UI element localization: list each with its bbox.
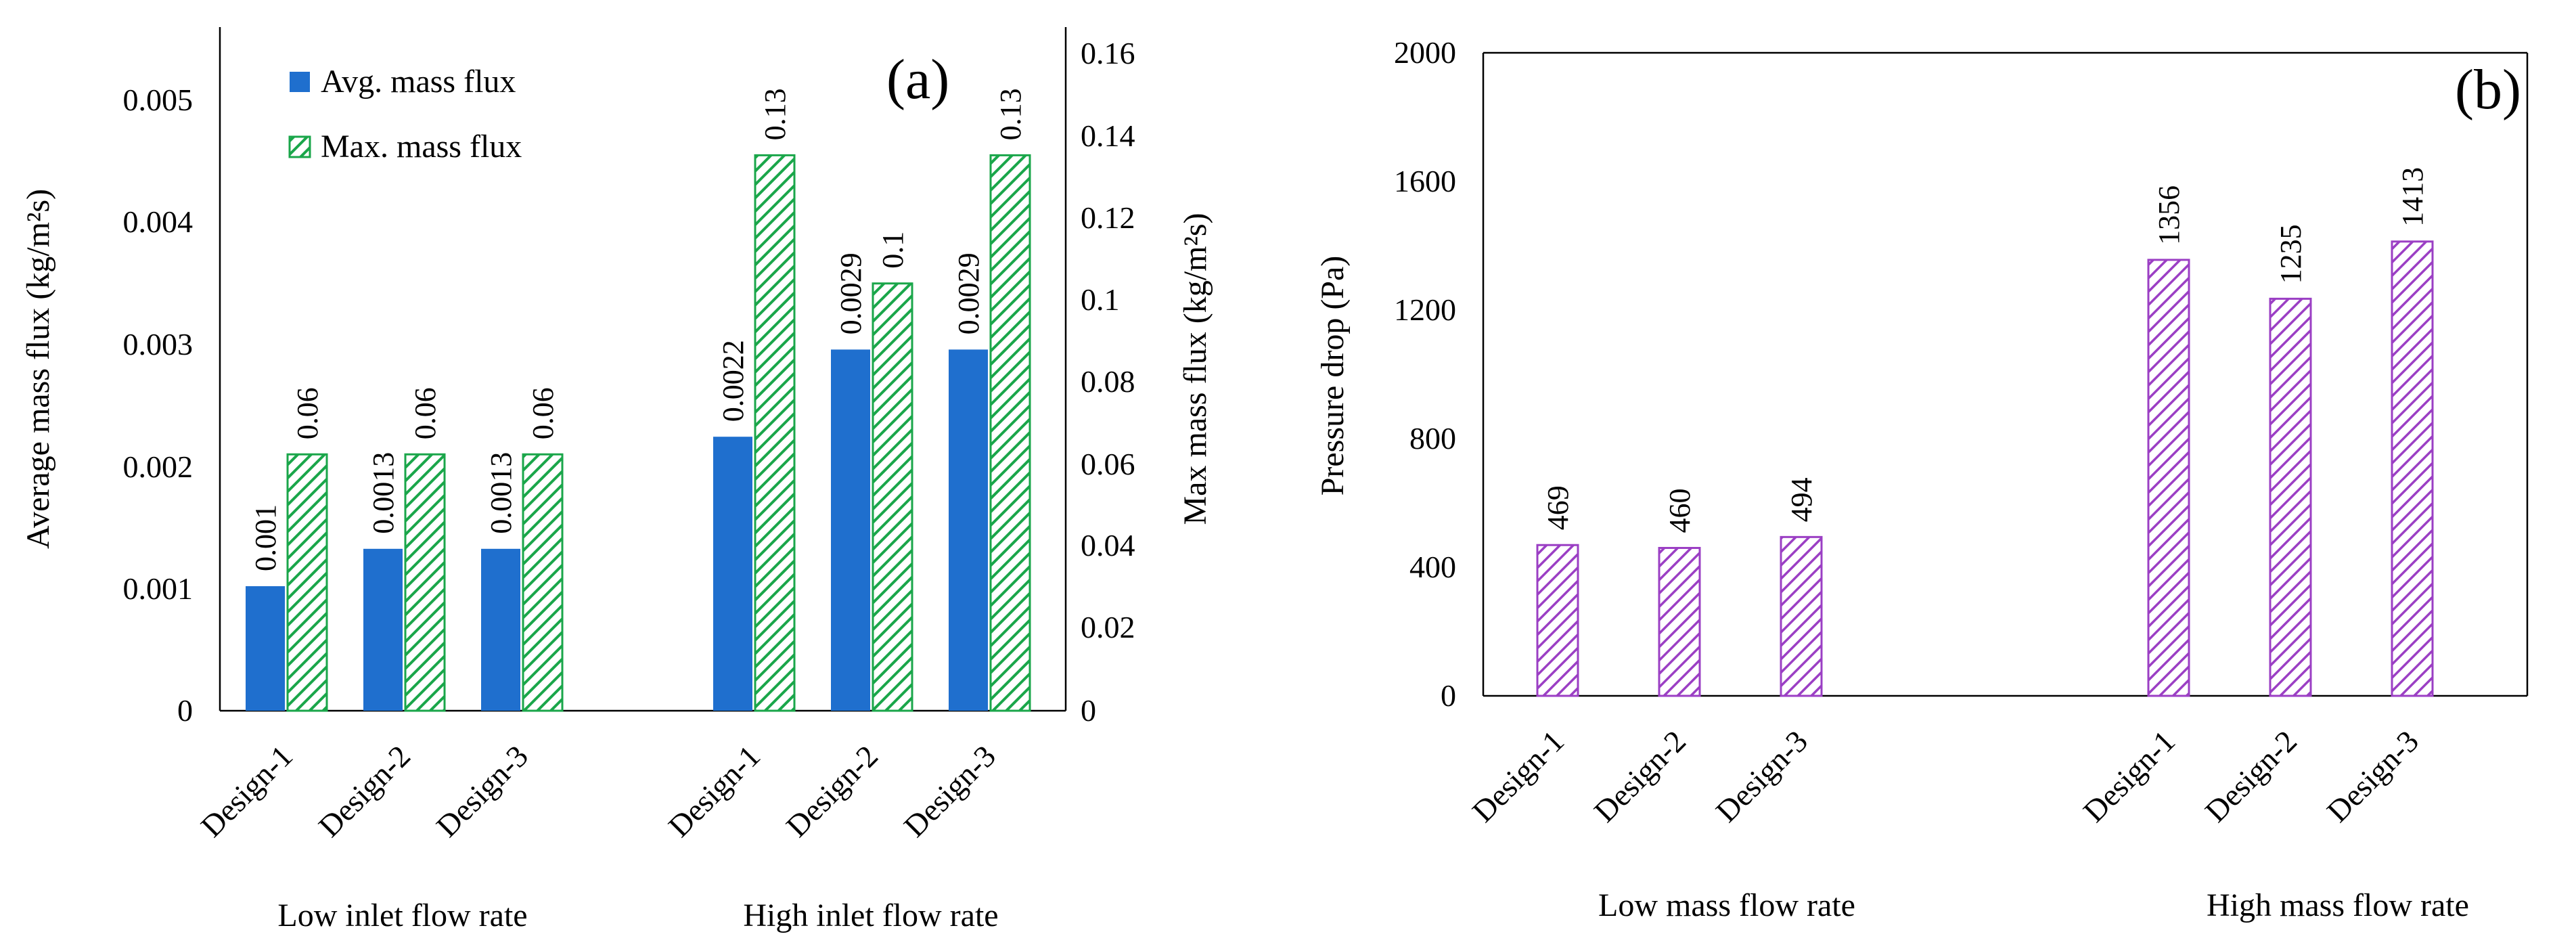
data-label-pressure-drop: 1235 — [2274, 224, 2307, 284]
bar-max-mass-flux — [989, 154, 1031, 712]
data-label-avg: 0.0013 — [367, 452, 400, 534]
bar-max-mass-flux — [404, 453, 446, 712]
chart-a-y2tick: 0.14 — [1081, 118, 1135, 153]
chart-a-panel-label: (a) — [886, 48, 949, 111]
data-label-max: 0.1 — [876, 231, 909, 269]
data-label-pressure-drop: 460 — [1663, 489, 1696, 533]
bar-pressure-drop — [2269, 297, 2312, 697]
chart-b-group-label: Low mass flow rate — [1598, 887, 1855, 923]
chart-b-bars — [1536, 240, 2434, 697]
data-label-max: 0.13 — [994, 88, 1027, 140]
legend-swatch-avg — [290, 72, 310, 92]
chart-a-group-label: High inlet flow rate — [743, 898, 998, 933]
x-tick-label: Design-2 — [2198, 724, 2303, 829]
bar-avg-mass-flux — [831, 349, 870, 711]
chart-a-y-axis-label: Average mass flux (kg/m²s) — [20, 189, 56, 549]
chart-b-ytick: 1200 — [1394, 292, 1456, 327]
x-tick-label: Design-3 — [897, 738, 1002, 843]
x-tick-label: Design-2 — [779, 738, 884, 843]
chart-a-y2tick: 0.08 — [1081, 364, 1135, 399]
bar-max-mass-flux — [286, 453, 328, 712]
chart-a-y2tick: 0.02 — [1081, 610, 1135, 644]
bar-max-mass-flux — [754, 154, 796, 712]
chart-b-y-axis-label: Pressure drop (Pa) — [1315, 256, 1351, 496]
x-tick-label: Design-1 — [662, 738, 767, 843]
bar-avg-mass-flux — [949, 349, 988, 711]
x-tick-label: Design-2 — [312, 738, 417, 843]
chart-a-y2tick: 0.06 — [1081, 447, 1135, 481]
data-label-avg: 0.0013 — [484, 452, 518, 534]
chart-b-ytick: 400 — [1409, 550, 1456, 584]
chart-a-group-label: Low inlet flow rate — [277, 898, 527, 933]
chart-a-y2tick: 0 — [1081, 693, 1096, 728]
bar-max-mass-flux — [872, 282, 913, 712]
chart-a-ytick: 0.003 — [123, 327, 194, 361]
chart-a-y2-axis-label: Max mass flux (kg/m²s) — [1177, 213, 1213, 525]
chart-b-x-ticks: Design-1 Design-2 Design-3 Design-1 Design-2… — [1466, 724, 2425, 829]
data-label-avg: 0.0022 — [717, 340, 750, 422]
bar-pressure-drop — [1536, 544, 1579, 697]
chart-b-panel-label: (b) — [2455, 58, 2521, 121]
chart-a-ytick: 0.002 — [123, 449, 194, 484]
chart-a-ytick: 0.004 — [123, 204, 194, 239]
chart-b-ytick: 800 — [1409, 421, 1456, 456]
chart-a-bars — [246, 154, 1031, 712]
x-tick-label: Design-2 — [1587, 724, 1692, 829]
chart-a-ytick: 0.001 — [123, 571, 194, 606]
x-tick-label: Design-3 — [1709, 724, 1814, 829]
x-tick-label: Design-1 — [194, 738, 299, 843]
chart-b: 0 400 800 1200 1600 2000 Pressure drop (… — [1315, 35, 2529, 923]
x-tick-label: Design-3 — [2320, 724, 2425, 829]
data-label-max: 0.06 — [409, 387, 442, 439]
chart-b-group-label: High mass flow rate — [2207, 887, 2469, 923]
chart-b-ytick: 0 — [1441, 678, 1456, 713]
bar-avg-mass-flux — [246, 586, 285, 711]
x-tick-label: Design-3 — [430, 738, 535, 843]
chart-a-y2-ticks: 0 0.02 0.04 0.06 0.08 0.1 0.12 0.14 0.16 — [1081, 36, 1135, 728]
bar-pressure-drop — [2147, 259, 2190, 697]
chart-b-ytick: 1600 — [1394, 164, 1456, 198]
bar-avg-mass-flux — [363, 548, 403, 711]
bar-pressure-drop — [1658, 547, 1701, 697]
chart-a: 0 0.001 0.002 0.003 0.004 0.005 0 0.02 0… — [20, 27, 1213, 933]
chart-a-y-ticks: 0 0.001 0.002 0.003 0.004 0.005 — [123, 83, 194, 728]
chart-a-y2tick: 0.12 — [1081, 200, 1135, 235]
data-label-max: 0.06 — [526, 387, 560, 439]
bar-pressure-drop — [1780, 535, 1823, 697]
data-label-max: 0.06 — [291, 387, 324, 439]
data-label-avg: 0.0029 — [952, 252, 985, 334]
chart-a-y2tick: 0.1 — [1081, 282, 1120, 317]
bar-avg-mass-flux — [481, 548, 520, 711]
chart-b-ytick: 2000 — [1394, 35, 1456, 70]
chart-a-x-ticks: Design-1 Design-2 Design-3 Design-1 Design-2… — [194, 738, 1002, 843]
data-label-avg: 0.001 — [249, 504, 282, 571]
x-tick-label: Design-1 — [1466, 724, 1571, 829]
chart-b-y-ticks: 0 400 800 1200 1600 2000 — [1394, 35, 1456, 713]
legend-label-avg: Avg. mass flux — [321, 64, 516, 100]
x-tick-label: Design-1 — [2077, 724, 2182, 829]
chart-a-ytick: 0.005 — [123, 83, 194, 117]
chart-b-data-labels: 469 460 494 1356 1235 1413 — [1541, 167, 2429, 533]
data-label-avg: 0.0029 — [834, 252, 867, 334]
chart-a-legend: Avg. mass flux Max. mass flux — [288, 64, 522, 164]
chart-a-y2tick: 0.16 — [1081, 36, 1135, 70]
legend-swatch-max — [288, 135, 311, 158]
bar-pressure-drop — [2391, 240, 2434, 697]
bar-max-mass-flux — [522, 453, 564, 712]
chart-a-ytick: 0 — [177, 693, 193, 728]
data-label-pressure-drop: 1413 — [2396, 167, 2429, 227]
data-label-pressure-drop: 494 — [1785, 477, 1818, 522]
bar-avg-mass-flux — [713, 437, 752, 711]
data-label-pressure-drop: 1356 — [2152, 185, 2186, 245]
data-label-pressure-drop: 469 — [1541, 485, 1575, 530]
legend-label-max: Max. mass flux — [321, 129, 522, 164]
chart-a-y2tick: 0.04 — [1081, 528, 1135, 562]
data-label-max: 0.13 — [759, 88, 792, 140]
